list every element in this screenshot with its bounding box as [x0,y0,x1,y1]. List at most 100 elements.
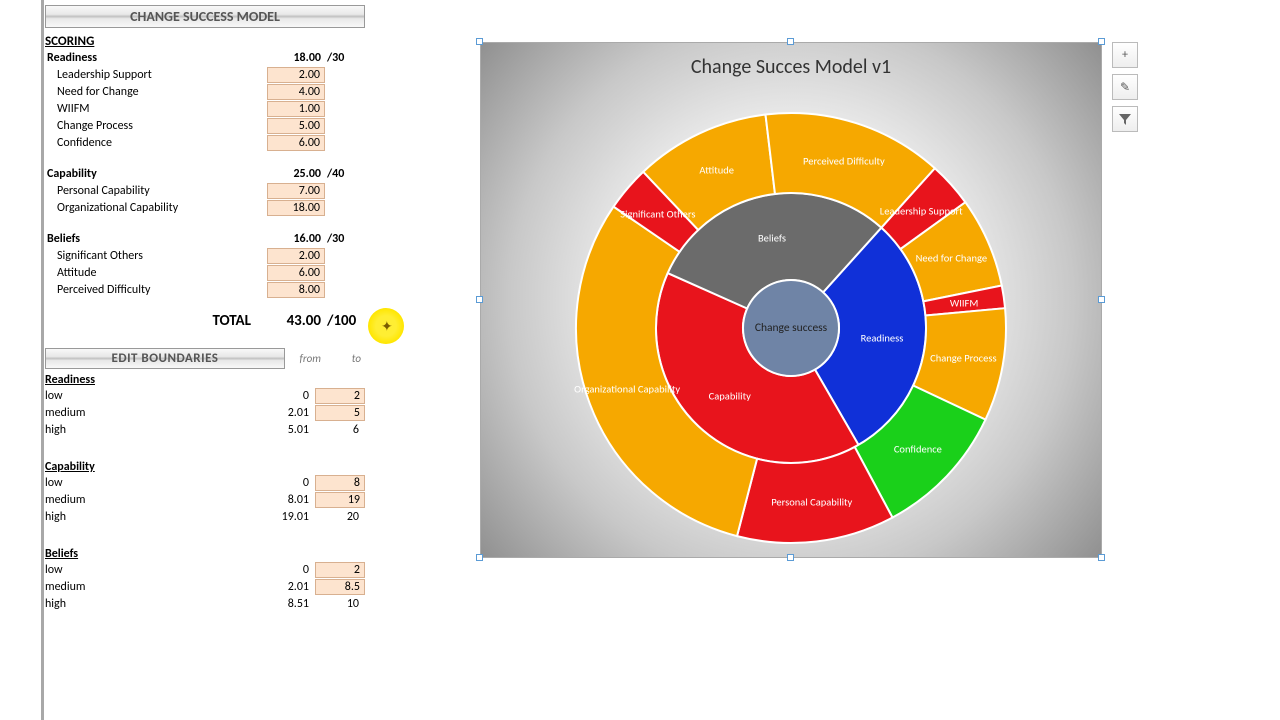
boundary-from: 8.51 [265,597,315,611]
chart-style-button[interactable]: ✎ [1112,74,1138,100]
boundary-to: 6 [315,423,365,437]
left-panel: CHANGE SUCCESS MODEL SCORING Readiness18… [45,5,365,612]
boundary-to-cell[interactable]: 8 [315,475,365,491]
score-cell[interactable]: 2.00 [267,67,325,83]
boundary-row: high19.0120 [45,508,365,525]
boundary-row: low02 [45,561,365,578]
chart-object[interactable]: Change Succes Model v1 ReadinessCapabili… [480,42,1102,558]
total-suffix: /100 [325,312,365,330]
score-row: Confidence6.00 [45,134,365,151]
boundary-level: medium [45,580,265,594]
boundary-row: medium8.0119 [45,491,365,508]
boundary-from: 19.01 [265,510,315,524]
score-label: Personal Capability [45,184,267,198]
boundary-group-name: Capability [45,460,365,474]
boundary-level: low [45,476,265,490]
chart-add-element-button[interactable]: + [1112,42,1138,68]
score-cell[interactable]: 4.00 [267,84,325,100]
boundary-level: high [45,423,265,437]
selection-handle-tr[interactable] [1098,38,1105,45]
score-row: Perceived Difficulty8.00 [45,281,365,298]
header-main: CHANGE SUCCESS MODEL [45,5,365,28]
score-row: Organizational Capability18.00 [45,199,365,216]
score-label: Attitude [45,266,267,280]
group-name: Capability [45,167,267,181]
score-row: Need for Change4.00 [45,83,365,100]
group-name: Readiness [45,51,267,65]
boundary-to-cell[interactable]: 8.5 [315,579,365,595]
selection-handle-mr[interactable] [1098,296,1105,303]
group-max: /30 [325,51,365,65]
boundary-to-cell[interactable]: 2 [315,388,365,404]
boundary-row: high5.016 [45,421,365,438]
score-label: Perceived Difficulty [45,283,267,297]
boundary-level: low [45,563,265,577]
scoring-title: SCORING [45,34,365,49]
group-name: Beliefs [45,232,267,246]
selection-handle-br[interactable] [1098,554,1105,561]
score-row: Change Process5.00 [45,117,365,134]
selection-handle-ml[interactable] [476,296,483,303]
chart-filter-button[interactable] [1112,106,1138,132]
boundary-to: 10 [315,597,365,611]
score-label: Organizational Capability [45,201,267,215]
total-row: TOTAL 43.00 /100 [45,312,365,330]
score-cell[interactable]: 1.00 [267,101,325,117]
group-header: Readiness18.00/30 [45,49,365,66]
score-label: Need for Change [45,85,267,99]
group-max: /40 [325,167,365,181]
boundary-row: high8.5110 [45,595,365,612]
score-cell[interactable]: 2.00 [267,248,325,264]
chart-title: Change Succes Model v1 [481,55,1101,79]
boundary-row: low02 [45,387,365,404]
score-cell[interactable]: 18.00 [267,200,325,216]
boundary-row: medium2.018.5 [45,578,365,595]
boundary-from: 0 [265,476,315,490]
group-value: 25.00 [267,167,325,181]
score-label: Change Process [45,119,267,133]
boundary-from: 0 [265,563,315,577]
boundary-level: low [45,389,265,403]
boundary-row: medium2.015 [45,404,365,421]
score-label: Confidence [45,136,267,150]
cursor-cross-icon: ✦ [381,318,393,335]
score-cell[interactable]: 7.00 [267,183,325,199]
score-row: Significant Others2.00 [45,247,365,264]
score-label: Leadership Support [45,68,267,82]
boundary-from: 5.01 [265,423,315,437]
boundary-from: 8.01 [265,493,315,507]
boundary-level: medium [45,493,265,507]
plus-icon: + [1122,48,1128,62]
selection-handle-tl[interactable] [476,38,483,45]
score-cell[interactable]: 5.00 [267,118,325,134]
boundary-to-cell[interactable]: 5 [315,405,365,421]
boundary-to-cell[interactable]: 19 [315,492,365,508]
score-row: Personal Capability7.00 [45,182,365,199]
gutter-bar [41,0,44,720]
selection-handle-bl[interactable] [476,554,483,561]
boundary-to-cell[interactable]: 2 [315,562,365,578]
selection-handle-bc[interactable] [787,554,794,561]
total-label: TOTAL [45,312,267,330]
score-cell[interactable]: 6.00 [267,265,325,281]
boundary-from: 2.01 [265,580,315,594]
col-from: from [285,352,325,365]
total-value: 43.00 [267,312,325,330]
boundary-level: high [45,597,265,611]
score-cell[interactable]: 8.00 [267,282,325,298]
boundary-row: low08 [45,474,365,491]
score-row: Leadership Support2.00 [45,66,365,83]
score-label: Significant Others [45,249,267,263]
col-to: to [325,352,365,365]
group-value: 18.00 [267,51,325,65]
edit-boundaries-header: EDIT BOUNDARIES [45,348,285,369]
group-header: Capability25.00/40 [45,165,365,182]
center-circle [743,280,839,376]
score-cell[interactable]: 6.00 [267,135,325,151]
boundary-from: 0 [265,389,315,403]
edit-boundaries-header-row: EDIT BOUNDARIES from to [45,348,365,369]
boundary-level: high [45,510,265,524]
group-header: Beliefs16.00/30 [45,230,365,247]
selection-handle-tc[interactable] [787,38,794,45]
chart-tools: + ✎ [1112,42,1140,138]
